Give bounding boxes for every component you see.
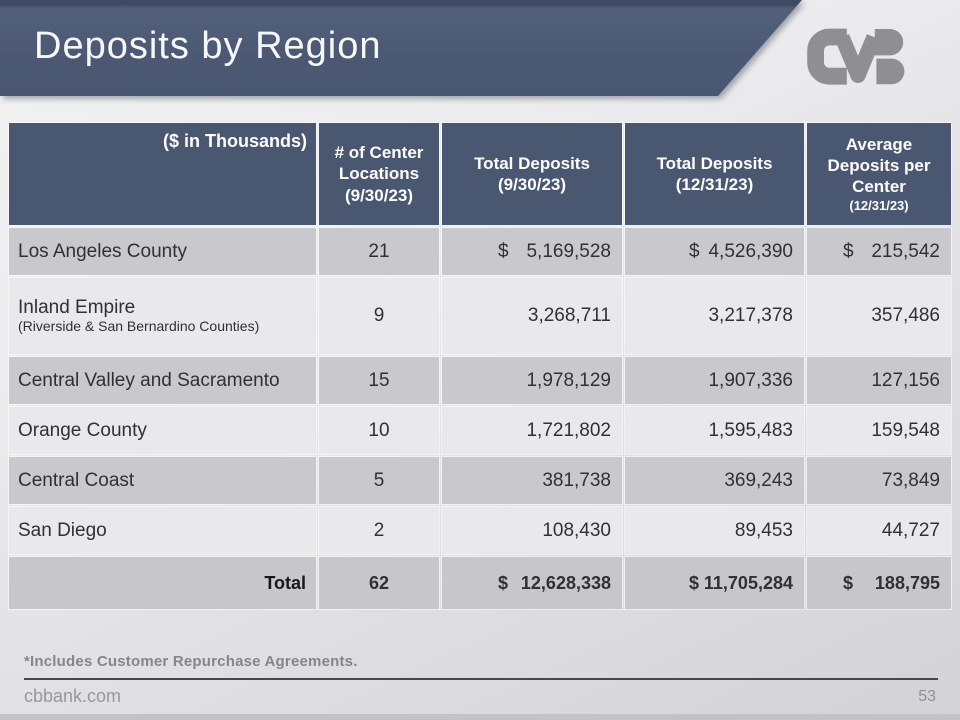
title-banner-wrap: Deposits by Region: [0, 0, 802, 96]
deposits-table: ($ in Thousands) # of Center Locations (…: [9, 123, 951, 609]
deposits-930-cell: 108,430: [442, 507, 622, 554]
amount: 3,268,711: [527, 305, 611, 326]
region-name: Central Coast: [18, 469, 135, 491]
amount: 108,430: [542, 519, 611, 541]
header-dollars-in-thousands: ($ in Thousands): [9, 123, 316, 225]
deposits-1231-cell: 1,907,336: [625, 357, 804, 404]
amount: 215,542: [871, 240, 940, 262]
amount: 188,795: [874, 572, 940, 593]
total-average-cell: $ 188,795: [807, 557, 951, 609]
amount: 73,849: [881, 469, 940, 491]
region-name: San Diego: [18, 519, 107, 541]
dollar-sign: $: [689, 572, 700, 593]
bottom-edge-strip: [0, 714, 960, 720]
header-center-locations: # of Center Locations (9/30/23): [319, 123, 439, 225]
deposits-1231-cell: 369,243: [625, 457, 804, 504]
region-cell: Orange County: [9, 407, 316, 454]
centers-cell: 10: [319, 407, 439, 454]
region-cell: Los Angeles County: [9, 228, 316, 275]
footer-url: cbbank.com: [24, 686, 122, 706]
deposits-930-cell: 3,268,711: [442, 278, 622, 354]
amount: 159,548: [871, 419, 940, 441]
amount: 11,705,284: [703, 572, 793, 593]
header-total-deposits-930: Total Deposits (9/30/23): [442, 123, 622, 225]
amount: 1,978,129: [526, 369, 611, 391]
centers-cell: 21: [319, 228, 439, 275]
dollar-sign: $: [843, 572, 854, 593]
header-average-deposits: Average Deposits per Center (12/31/23): [807, 123, 951, 225]
dollar-sign: $: [498, 572, 509, 593]
amount: 369,243: [724, 469, 793, 491]
header-total-deposits-1231: Total Deposits (12/31/23): [625, 123, 804, 225]
cvb-logo-icon: [806, 28, 910, 91]
header-average-deposits-main: Average Deposits per Center: [827, 134, 931, 197]
amount: 3,217,378: [708, 305, 793, 326]
region-cell: Central Valley and Sacramento: [9, 357, 316, 404]
total-deposits-1231-cell: $ 11,705,284: [625, 557, 804, 609]
deposits-1231-cell: 3,217,378: [625, 278, 804, 354]
deposits-1231-cell: 89,453: [625, 507, 804, 554]
footnote: *Includes Customer Repurchase Agreements…: [24, 653, 358, 670]
footer-divider: [24, 678, 938, 680]
region-sub: (Riverside & San Bernardino Counties): [18, 318, 260, 335]
region-cell: Inland Empire (Riverside & San Bernardin…: [9, 278, 316, 354]
amount: 12,628,338: [520, 572, 611, 593]
dollar-sign: $: [843, 240, 854, 262]
amount: 381,738: [542, 469, 611, 491]
amount: 357,486: [871, 305, 940, 326]
average-deposits-cell: 73,849: [807, 457, 951, 504]
deposits-930-cell: 1,721,802: [442, 407, 622, 454]
average-deposits-cell: 44,727: [807, 507, 951, 554]
deposits-1231-cell: 1,595,483: [625, 407, 804, 454]
region-cell: San Diego: [9, 507, 316, 554]
centers-cell: 15: [319, 357, 439, 404]
region-name: Inland Empire: [18, 297, 136, 319]
dollar-sign: $: [689, 240, 700, 262]
page-title: Deposits by Region: [34, 24, 382, 67]
region-name: Orange County: [18, 419, 147, 441]
total-label-cell: Total: [9, 557, 316, 609]
deposits-930-cell: 381,738: [442, 457, 622, 504]
centers-cell: 5: [319, 457, 439, 504]
deposits-930-cell: 1,978,129: [442, 357, 622, 404]
amount: 5,169,528: [526, 240, 611, 262]
average-deposits-cell: 159,548: [807, 407, 951, 454]
dollar-sign: $: [498, 240, 509, 262]
deposits-930-cell: $ 5,169,528: [442, 228, 622, 275]
region-cell: Central Coast: [9, 457, 316, 504]
amount: 1,721,802: [526, 419, 611, 441]
amount: 1,907,336: [708, 369, 793, 391]
header-average-deposits-date: (12/31/23): [849, 198, 909, 214]
average-deposits-cell: 357,486: [807, 278, 951, 354]
total-centers-cell: 62: [319, 557, 439, 609]
centers-cell: 9: [319, 278, 439, 354]
average-deposits-cell: $ 215,542: [807, 228, 951, 275]
deposits-1231-cell: $ 4,526,390: [625, 228, 804, 275]
amount: 4,526,390: [708, 240, 793, 262]
region-name: Central Valley and Sacramento: [18, 369, 280, 391]
title-banner: Deposits by Region: [0, 0, 802, 96]
amount: 89,453: [734, 519, 793, 541]
amount: 127,156: [871, 369, 940, 391]
amount: 1,595,483: [708, 419, 793, 441]
page-number: 53: [918, 688, 936, 705]
amount: 44,727: [881, 519, 940, 541]
average-deposits-cell: 127,156: [807, 357, 951, 404]
total-deposits-930-cell: $ 12,628,338: [442, 557, 622, 609]
centers-cell: 2: [319, 507, 439, 554]
region-name: Los Angeles County: [18, 240, 188, 262]
